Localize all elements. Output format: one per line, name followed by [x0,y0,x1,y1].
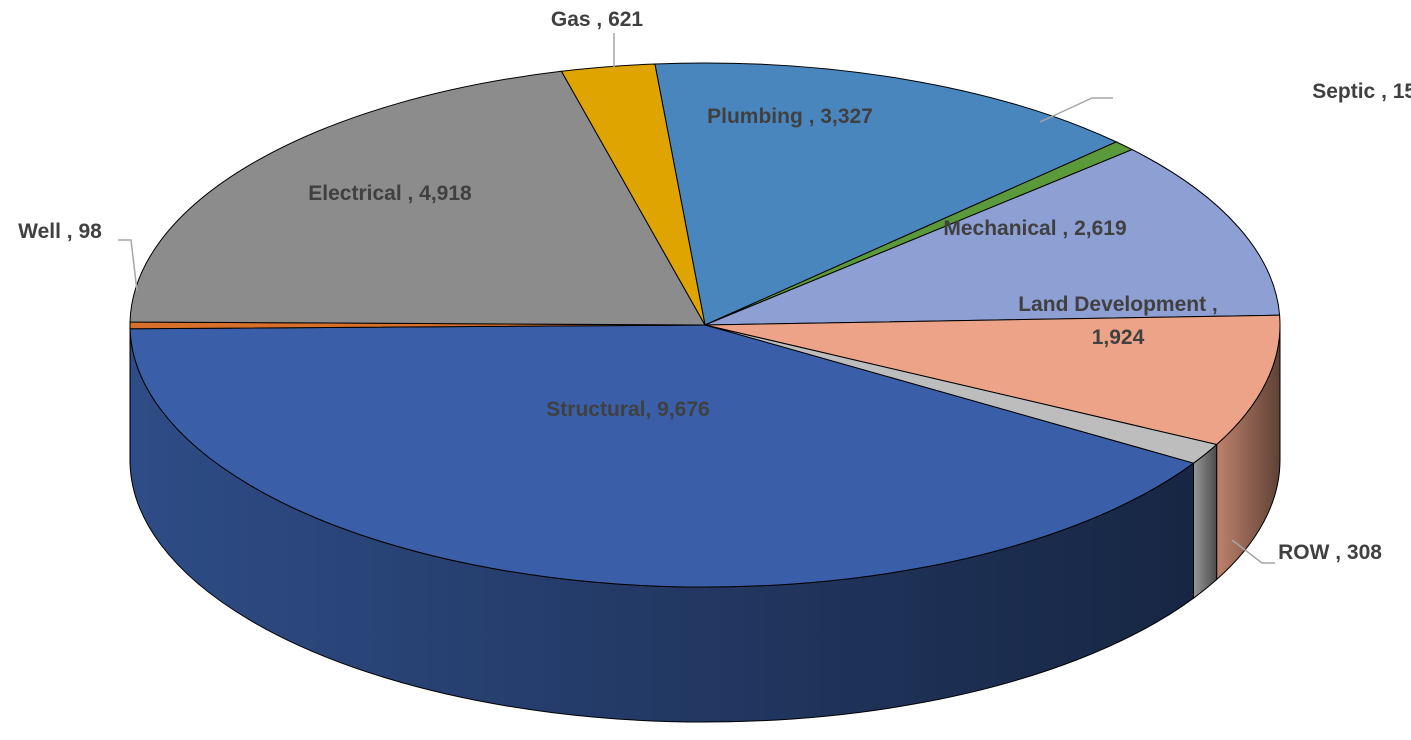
leader-line [1231,539,1275,564]
pie-slice [704,149,1281,326]
pie-side [1192,443,1218,600]
data-label-line: ROW , 308 [1278,541,1382,564]
data-label-line: Electrical , 4,918 [308,182,472,205]
data-label: Structural, 9,676 [546,398,709,421]
data-label: Mechanical , 2,619 [943,217,1126,240]
data-label-line: Gas , 621 [551,8,644,31]
data-label: ROW , 308 [1278,541,1382,564]
pie-slice [704,314,1281,446]
pie-slice [129,70,706,326]
data-label: Plumbing , 3,327 [707,105,873,128]
data-label: Septic , 152 [1312,80,1411,103]
pie-slice [654,62,1118,326]
data-label: Gas , 621 [551,8,644,31]
data-label-line: Plumbing , 3,327 [707,105,873,128]
data-label-line: Septic , 152 [1312,80,1411,103]
data-label-line: Well , 98 [18,220,102,243]
data-label: Electrical , 4,918 [308,182,472,205]
pie-tops [129,62,1281,588]
leader-line [118,239,138,292]
leader-lines [118,33,1275,564]
leader-line [1039,97,1113,123]
pie-sides [129,324,1281,723]
data-label-line: Land Development , [1018,293,1218,316]
pie-slice [129,324,1195,588]
data-label-line: 1,924 [1092,326,1145,349]
data-labels: Plumbing , 3,327 Septic , 152 Mechanical ,… [18,8,1411,564]
data-label: Land Development , 1,924 [1018,293,1218,349]
data-label-line: Mechanical , 2,619 [943,217,1126,240]
data-label-line: Structural, 9,676 [546,398,709,421]
pie-slice [560,63,706,326]
data-label: Well , 98 [18,220,102,243]
